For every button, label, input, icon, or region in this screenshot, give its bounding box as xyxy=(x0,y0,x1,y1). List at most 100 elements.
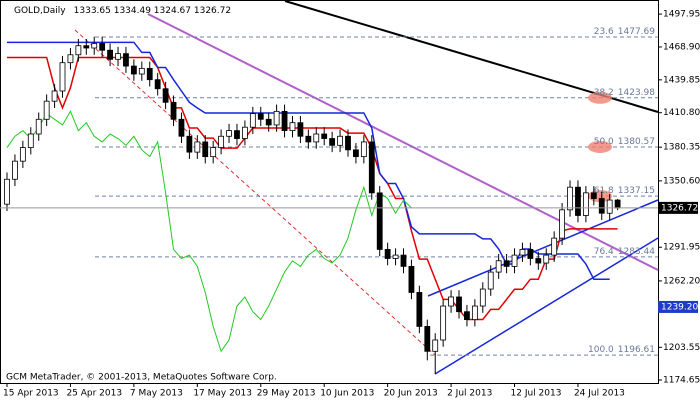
y-tick-label: 1497.95 xyxy=(663,10,700,20)
candle-body xyxy=(408,266,415,293)
candle-body xyxy=(590,192,597,199)
candle-body xyxy=(535,258,542,264)
candle-body xyxy=(519,249,526,256)
x-tick-label: 15 Apr 2013 xyxy=(3,389,59,399)
fib-label: 100.0 1196.61 xyxy=(588,345,655,355)
fib-value: 1283.44 xyxy=(618,246,655,256)
x-tick-label: 12 Jul 2013 xyxy=(511,389,562,399)
candle-body xyxy=(305,135,312,143)
y-tick-label: 1291.95 xyxy=(663,243,700,253)
title: GOLD,Daily xyxy=(14,6,66,16)
candle-body xyxy=(606,199,613,214)
y-tick-label: 1468.90 xyxy=(663,42,700,52)
y-tick-label: 1203.55 xyxy=(663,343,700,353)
fib-value: 1337.15 xyxy=(618,186,655,196)
fib-value: 1477.69 xyxy=(618,27,655,37)
fib-level: 23.6 xyxy=(594,27,614,37)
candle-body xyxy=(321,133,328,139)
candle-body xyxy=(503,260,510,267)
fib-value: 1380.57 xyxy=(618,136,655,146)
fib-marker xyxy=(588,91,612,104)
candle-body xyxy=(432,339,439,352)
fib-label: 23.6 1477.69 xyxy=(594,27,656,37)
price-box xyxy=(658,300,698,313)
candle-body xyxy=(43,100,50,120)
candle-body xyxy=(297,122,304,137)
candle-body xyxy=(4,178,10,205)
candle-body xyxy=(202,141,209,158)
candle-body xyxy=(67,54,74,64)
candle-body xyxy=(471,305,478,321)
fib-level: 50.0 xyxy=(594,136,614,146)
candle-body xyxy=(368,141,375,194)
footer: GCM MetaTrader, © 2001-2013, MetaQuotes … xyxy=(6,373,277,383)
candle-body xyxy=(400,254,407,267)
candle-body xyxy=(448,296,454,307)
x-tick-label: 7 May 2013 xyxy=(130,389,183,399)
candle-body xyxy=(91,43,98,49)
y-tick-label: 1350.60 xyxy=(663,176,700,186)
candle-body xyxy=(162,88,169,103)
candle-body xyxy=(265,118,272,126)
candle-body xyxy=(138,67,145,75)
candle-body xyxy=(464,311,470,321)
candle-body xyxy=(543,254,550,264)
y-tick-label: 1439.85 xyxy=(663,75,700,85)
fib-baseline xyxy=(74,29,436,356)
candle-body xyxy=(424,326,431,352)
candle-body xyxy=(440,305,447,341)
candle-body xyxy=(360,141,367,158)
x-tick-label: 17 May 2013 xyxy=(193,389,252,399)
candle-body xyxy=(567,186,573,211)
candle-body xyxy=(12,160,18,180)
candle-body xyxy=(487,271,494,290)
candle-body xyxy=(19,147,26,162)
indicator-line xyxy=(6,110,412,353)
candle-body xyxy=(99,43,106,51)
fib-level: 38.2 xyxy=(594,87,614,97)
x-tick-label: 25 Apr 2013 xyxy=(66,389,122,399)
candle-body xyxy=(495,260,502,273)
candle-body xyxy=(27,133,34,148)
candle-body xyxy=(313,133,320,143)
fib-level: 100.0 xyxy=(588,345,614,355)
candle-body xyxy=(218,135,225,148)
fib-label: 50.0 1380.57 xyxy=(594,136,655,146)
candle-body xyxy=(210,147,217,158)
candle-body xyxy=(479,288,486,307)
channel-line xyxy=(427,199,659,297)
candle-body xyxy=(345,135,351,151)
candle-body xyxy=(226,130,232,137)
fib-label: 76.4 1283.44 xyxy=(594,246,656,256)
candle-body xyxy=(551,237,558,256)
candle-body xyxy=(456,296,462,313)
candle-body xyxy=(115,53,121,60)
price-box xyxy=(658,201,698,214)
candle-body xyxy=(289,122,296,132)
candle-body xyxy=(249,113,256,128)
ohlc-header: 1333.65 1334.49 1324.67 1326.72 xyxy=(74,6,231,16)
x-tick-label: 24 Jul 2013 xyxy=(574,389,625,399)
candle-body xyxy=(178,118,185,137)
candle-body xyxy=(35,118,42,135)
candle-body xyxy=(575,186,581,216)
y-tick-label: 1174.65 xyxy=(663,376,700,386)
y-tick-label: 1380.35 xyxy=(663,143,700,153)
candle-body xyxy=(107,49,113,60)
y-tick-label: 1262.20 xyxy=(663,276,700,286)
candle-body xyxy=(130,65,137,75)
fib-level: 76.4 xyxy=(594,246,614,256)
trendline xyxy=(147,13,659,271)
candle-body xyxy=(257,113,264,120)
fib-value: 1196.61 xyxy=(618,345,655,355)
x-tick-label: 29 May 2013 xyxy=(257,389,316,399)
x-tick-label: 20 Jun 2013 xyxy=(384,389,438,399)
candle-body xyxy=(241,126,248,139)
candle-body xyxy=(123,53,129,67)
fib-label: 38.2 1423.98 xyxy=(594,87,656,97)
candle-body xyxy=(353,149,359,158)
plot: 23.6 1477.69 38.2 1423.98 50.0 1380.57 61.8 133… xyxy=(0,27,658,374)
channel-line xyxy=(434,237,659,375)
candle-body xyxy=(83,45,90,49)
